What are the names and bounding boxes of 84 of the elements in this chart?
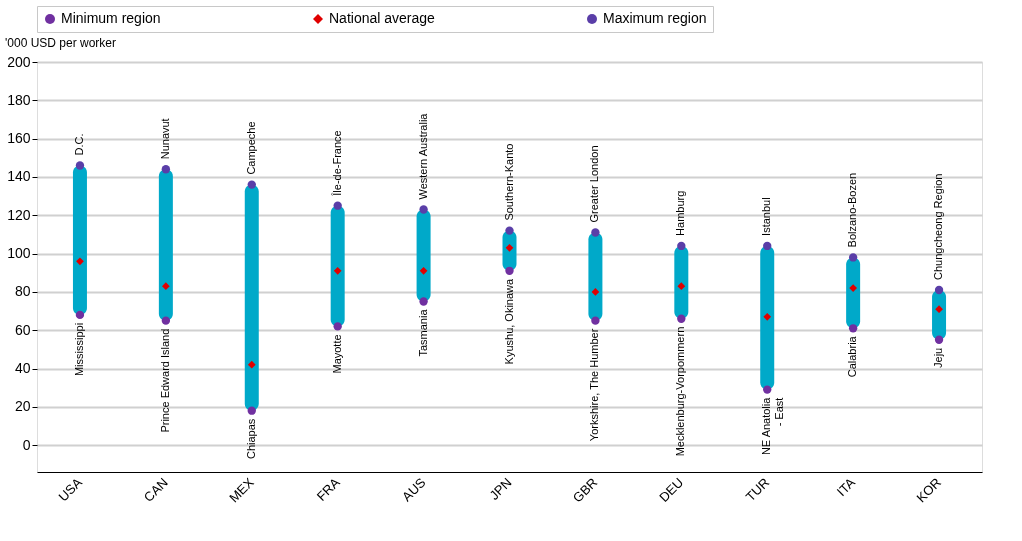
y-tick-label: 60 [14,321,31,338]
point [934,335,944,344]
point [935,305,943,314]
annotation: NE Anatolia - East [760,396,786,456]
y-tick-label: 120 [7,206,31,223]
annotation: Western Australia [416,112,429,200]
y-tick-label: 40 [14,360,31,377]
annotation: Nunavut [158,118,171,160]
y-tick-label: 180 [7,91,31,108]
x-tick-label: USA [55,474,86,505]
annotation: Hamburg [674,190,687,236]
annotation: Yorkshire, The Humber [588,328,601,442]
x-tick-label: JPN [486,474,515,503]
point [763,385,772,394]
y-tick-label: 100 [7,245,31,262]
point [161,165,171,174]
bar [330,205,345,327]
bar [674,245,689,319]
point [591,288,600,296]
point [419,297,428,306]
bar [760,245,775,390]
legend-label: Minimum region [61,10,161,26]
x-tick-label: ITA [833,474,859,500]
bar [244,184,259,411]
annotation: Mecklenburg-Vorpommern [674,326,687,457]
point [247,406,256,415]
y-tick-label: 140 [7,168,31,185]
y-tick-label: 20 [14,398,31,415]
point [591,316,600,325]
annotation: Greater London [588,145,601,223]
y-tick-label: 80 [14,283,31,300]
annotation: Chiapas [244,418,257,460]
point [505,266,514,276]
bar [158,169,173,321]
annotation: Prince Edward Island [158,328,171,433]
point [75,161,85,170]
annotation: Bolzano-Bozen [846,172,859,248]
point [848,324,858,333]
annotation: Île-de-France [330,130,343,197]
annotation: D.C. [72,133,85,156]
annotation: Campeche [244,121,257,175]
x-tick-label: FRA [313,474,343,504]
y-tick-label: 160 [7,130,31,147]
point [247,180,256,189]
annotation: Jeju [932,347,945,368]
point [247,360,256,369]
annotation: Calabria [846,335,859,378]
annotation: Chungcheong Region [932,173,945,280]
point [848,253,858,262]
point [677,241,686,251]
point [419,205,428,214]
annotation: Tasmania [416,308,429,357]
point [505,243,514,252]
annotation: Mayotte [330,334,343,374]
y-tick-label: 0 [22,436,31,453]
point [333,266,342,275]
point [677,282,686,291]
legend-label: Maximum region [603,10,707,26]
point [333,322,342,331]
bar [588,232,603,321]
point [419,266,428,275]
bar [846,257,861,329]
annotation: Kyushu, Okinawa [502,277,515,365]
point [76,257,84,266]
point [75,310,85,320]
point [849,284,858,292]
point [591,228,600,237]
bar [72,165,87,315]
point [934,285,944,295]
annotation: Istanbul [760,197,773,236]
point [161,316,171,325]
x-tick-label: TUR [742,474,773,505]
annotation: Mississippi [72,322,85,377]
point [505,226,514,235]
point [763,312,772,321]
point [161,282,170,291]
y-tick-label: 200 [7,53,31,70]
y-axis-title: '000 USD per worker [5,36,116,50]
bar [416,209,431,302]
legend-label: National average [329,10,436,26]
point [677,314,686,323]
annotation: Southern-Kanto [502,143,515,221]
point [333,201,342,210]
point [763,241,772,251]
